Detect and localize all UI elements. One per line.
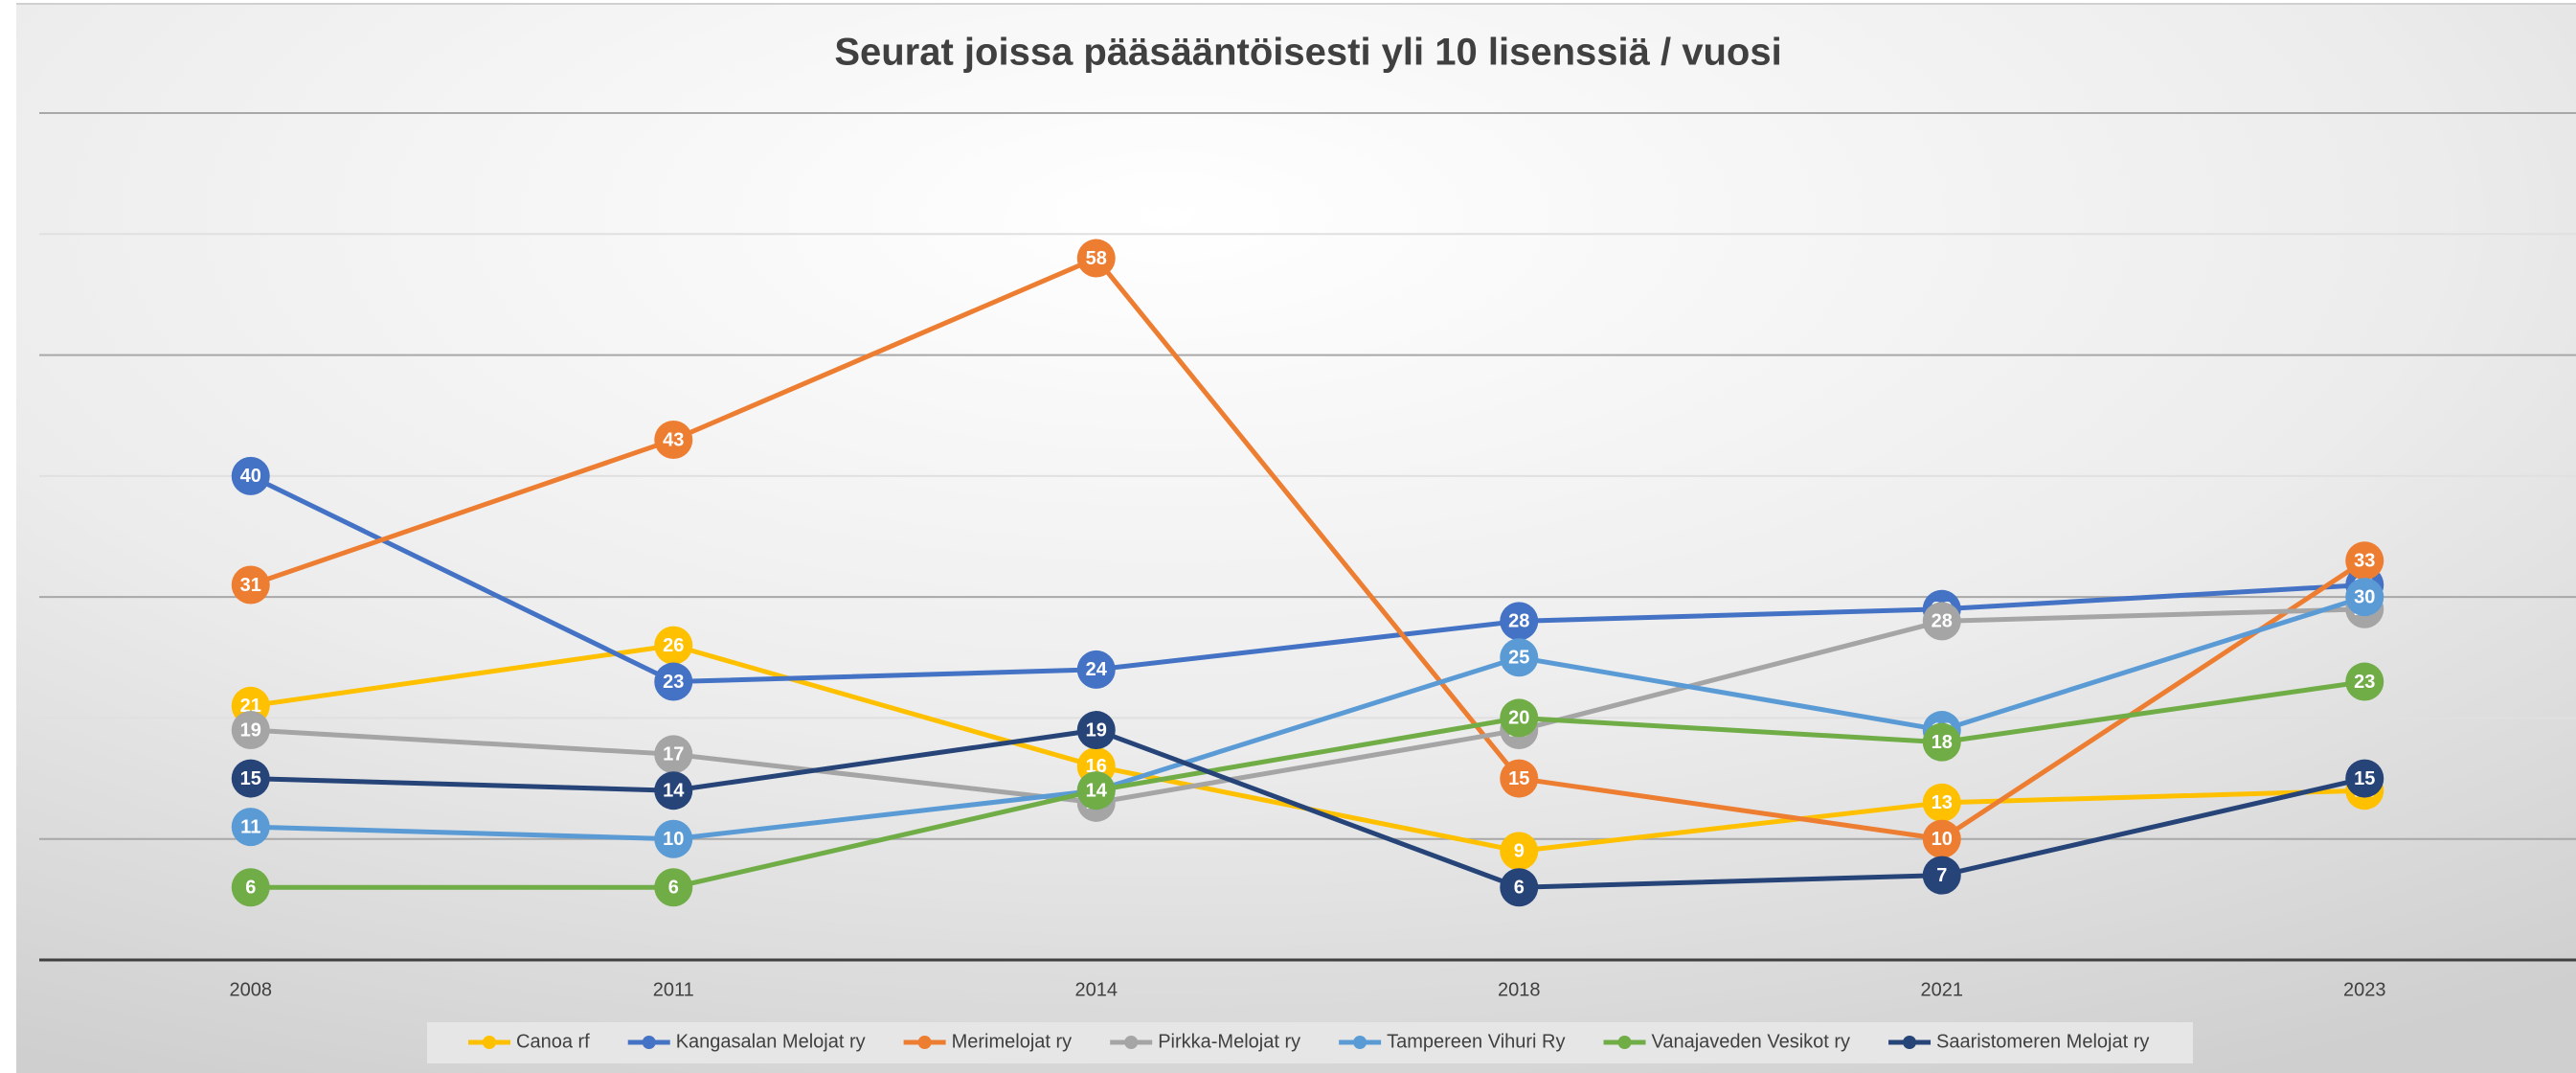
legend-marker (917, 1036, 932, 1049)
legend-marker (1903, 1036, 1917, 1049)
data-label: 6 (1514, 878, 1525, 899)
data-point (1076, 771, 1116, 810)
series-line (250, 679, 2365, 890)
data-point (1076, 239, 1116, 278)
data-point (654, 420, 693, 459)
x-tick-label: 2014 (1075, 979, 1119, 1000)
data-point (2345, 662, 2384, 701)
data-label: 26 (663, 635, 684, 656)
data-point (1500, 698, 1539, 738)
data-label: 13 (1932, 792, 1953, 813)
data-point (2345, 541, 2384, 581)
data-label: 31 (240, 575, 261, 596)
data-point (1922, 722, 1961, 762)
data-point (654, 662, 693, 701)
legend-marker (483, 1036, 496, 1049)
data-label: 28 (1508, 611, 1529, 632)
data-point (231, 868, 270, 907)
data-label: 30 (2354, 586, 2375, 607)
legend-marker (1353, 1036, 1367, 1049)
legend-label: Kangasalan Melojat ry (676, 1031, 866, 1052)
data-label: 11 (240, 816, 260, 837)
data-label: 40 (240, 466, 261, 487)
data-label: 25 (1508, 648, 1529, 669)
data-point (654, 735, 693, 774)
data-label: 15 (2354, 768, 2375, 789)
data-label: 14 (663, 780, 685, 801)
legend-marker (1124, 1036, 1139, 1049)
data-point (1076, 711, 1116, 750)
data-label: 23 (663, 672, 684, 693)
data-point (1076, 650, 1116, 689)
data-label: 58 (1086, 248, 1107, 269)
data-label: 33 (2354, 551, 2375, 572)
data-label: 6 (245, 878, 256, 899)
data-point (654, 819, 693, 858)
data-point (231, 711, 270, 750)
data-label: 24 (1086, 659, 1108, 680)
x-tick-label: 2018 (1498, 979, 1541, 1000)
series-line (250, 727, 2365, 890)
data-label: 17 (663, 744, 684, 765)
data-point (2345, 578, 2384, 617)
data-label: 43 (663, 429, 684, 450)
x-tick-label: 2011 (653, 979, 694, 1000)
series-line (249, 473, 2365, 685)
data-label: 10 (1932, 829, 1953, 850)
data-point (1922, 819, 1961, 858)
data-point (231, 808, 270, 847)
x-tick-label: 2008 (230, 979, 273, 1000)
data-point (231, 456, 270, 495)
data-label: 19 (240, 719, 261, 741)
chart-background (16, 4, 2576, 1073)
legend-label: Canoa rf (516, 1031, 590, 1052)
data-point (1922, 783, 1961, 822)
data-point (1500, 832, 1539, 871)
data-point (1500, 759, 1539, 798)
legend-label: Vanajaveden Vesikot ry (1652, 1031, 1851, 1052)
data-label: 6 (668, 878, 679, 899)
series-line (250, 594, 2366, 842)
data-label: 23 (2354, 672, 2375, 693)
legend-label: Tampereen Vihuri Ry (1387, 1031, 1565, 1052)
data-label: 15 (240, 768, 261, 789)
data-label: 7 (1936, 865, 1947, 886)
data-point (1922, 856, 1961, 895)
chart-title: Seurat joissa pääsääntöisesti yli 10 lis… (834, 32, 1781, 74)
data-point (231, 565, 270, 605)
data-point (1500, 868, 1539, 907)
legend-label: Pirkka-Melojat ry (1158, 1031, 1300, 1052)
data-label: 10 (663, 829, 684, 850)
data-point (231, 759, 270, 798)
legend-marker (1617, 1036, 1632, 1049)
data-point (1500, 638, 1539, 677)
legend-label: Saaristomeren Melojat ry (1936, 1031, 2149, 1052)
data-label: 9 (1514, 841, 1525, 862)
data-point (1922, 602, 1961, 641)
legend-label: Merimelojat ry (952, 1031, 1073, 1052)
x-tick-label: 2021 (1921, 979, 1964, 1000)
legend-marker (642, 1036, 656, 1049)
data-label: 14 (1086, 780, 1108, 801)
data-label: 19 (1086, 719, 1107, 741)
data-label: 18 (1932, 732, 1953, 753)
series-line (250, 606, 2365, 806)
data-label: 20 (1508, 708, 1529, 729)
data-label: 21 (240, 696, 261, 717)
data-label: 15 (1508, 768, 1529, 789)
data-point (2345, 759, 2384, 798)
data-point (1500, 602, 1539, 641)
data-point (654, 868, 693, 907)
data-point (654, 771, 693, 810)
data-label: 16 (1086, 756, 1107, 777)
data-point (654, 626, 693, 665)
series-line (249, 255, 2366, 842)
x-tick-label: 2023 (2343, 979, 2386, 1000)
data-label: 28 (1932, 611, 1953, 632)
